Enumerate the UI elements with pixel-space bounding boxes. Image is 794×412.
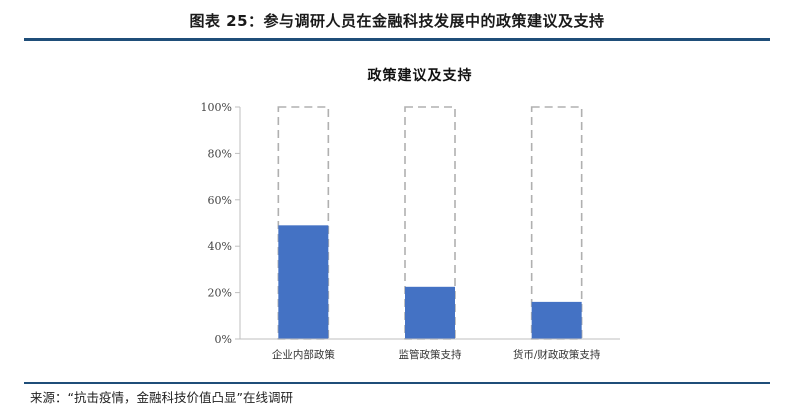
y-tick-label: 40% [208,240,232,253]
y-tick-label: 0% [215,333,232,346]
x-category-label: 企业内部政策 [272,348,335,361]
chart-container: 政策建议及支持 0% 20% 40% 60% 80% 100% 企业内部政策 监管政策支持 货… [0,50,794,370]
chart-title: 政策建议及支持 [368,67,473,84]
figure-header: 图表 25：参与调研人员在金融科技发展中的政策建议及支持 [24,10,770,40]
x-category-label: 货币/财政政策支持 [513,348,601,361]
data-bars [278,225,582,339]
top-divider [24,38,770,41]
bar [531,301,582,339]
bar [278,225,329,339]
bottom-divider [24,382,770,384]
source-note: 来源：“抗击疫情，金融科技价值凸显”在线调研 [30,390,293,405]
figure-title: 图表 25：参与调研人员在金融科技发展中的政策建议及支持 [189,12,605,30]
x-axis: 企业内部政策 监管政策支持 货币/财政政策支持 [240,338,620,361]
bar [405,286,455,339]
y-axis: 0% 20% 40% 60% 80% 100% [201,101,241,346]
y-tick-label: 100% [201,101,232,114]
x-category-label: 监管政策支持 [399,348,462,361]
bar-chart: 政策建议及支持 0% 20% 40% 60% 80% 100% 企业内部政策 监管政策支持 货… [201,67,620,361]
y-tick-label: 20% [208,287,232,300]
y-tick-label: 60% [208,194,232,207]
y-tick-label: 80% [208,147,232,160]
